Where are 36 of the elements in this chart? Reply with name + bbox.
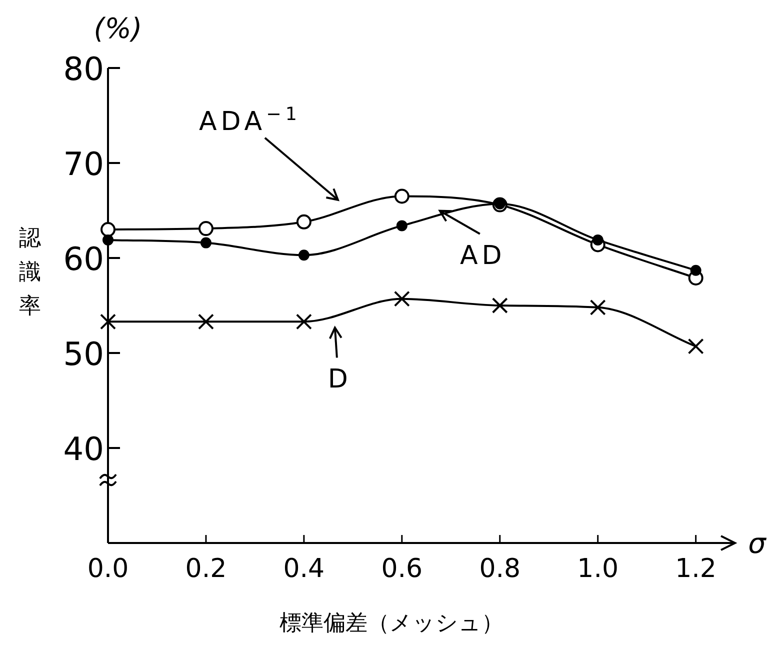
y-axis-title: 認識率 [19, 226, 41, 319]
point [198, 221, 214, 236]
point [100, 314, 116, 330]
point [198, 314, 214, 330]
point [298, 250, 310, 261]
point [590, 299, 606, 316]
point [296, 214, 312, 230]
text: σ [748, 527, 768, 560]
y-tick-label: 70 [63, 145, 104, 183]
point [200, 237, 212, 248]
x-tick-label: 0.8 [479, 554, 521, 584]
point [396, 220, 408, 232]
x-tick-label: 0.2 [185, 554, 227, 584]
x-tick-label: 1.2 [675, 554, 716, 584]
y-tick-label: 40 [63, 430, 104, 468]
x-axis-title: 標準偏差（メッシュ） [280, 611, 504, 636]
point [592, 234, 604, 246]
legend-label: D [328, 364, 352, 395]
point [394, 290, 410, 307]
point [688, 338, 704, 354]
text: (%) [94, 12, 142, 45]
x-tick-label: 1.0 [577, 554, 619, 584]
legend-label: AD [460, 240, 506, 271]
point [100, 222, 116, 237]
y-tick-label: 80 [63, 50, 104, 88]
point [690, 264, 702, 276]
point [492, 298, 508, 314]
x-tick-label: 0.0 [87, 554, 129, 584]
point [296, 314, 312, 330]
x-tick-label: 0.6 [381, 554, 423, 584]
x-tick-label: 0.4 [283, 554, 325, 584]
y-tick-label: 60 [63, 240, 104, 278]
text: ADA$^{−1}$ [198, 103, 301, 137]
point [394, 188, 410, 204]
point [102, 234, 114, 246]
y-tick-label: 50 [63, 335, 104, 373]
